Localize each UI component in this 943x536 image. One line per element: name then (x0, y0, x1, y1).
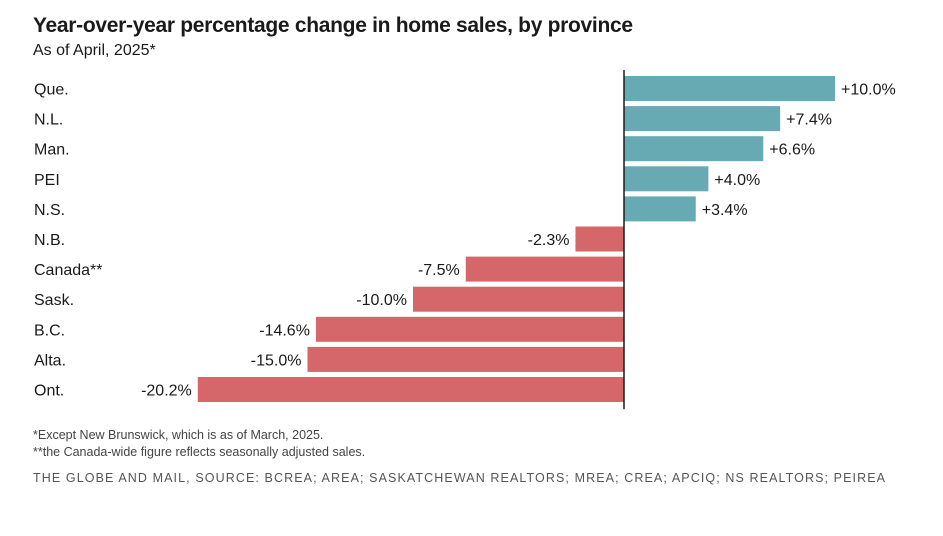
value-label: +3.4% (702, 202, 748, 219)
bar-chart: Que. +10.0% N.L. +7.4% Man. +6.6% PEI +4.0% N.S.… (34, 70, 896, 410)
value-label: +6.6% (769, 142, 815, 159)
value-label: -7.5% (418, 262, 460, 279)
category-label: Que. (34, 82, 69, 99)
value-label: -15.0% (251, 352, 302, 369)
bar-ont (197, 377, 624, 402)
category-label: PEI (34, 172, 60, 189)
category-label: N.B. (34, 232, 65, 249)
footnotes: *Except New Brunswick, which is as of Ma… (33, 427, 365, 461)
value-label: -14.6% (259, 322, 310, 339)
category-label: Alta. (34, 352, 66, 369)
category-label: Man. (34, 142, 70, 159)
value-label: +10.0% (841, 82, 896, 99)
category-label: Canada** (34, 262, 103, 279)
value-label: +7.4% (786, 112, 832, 129)
source-credit: THE GLOBE AND MAIL, SOURCE: BCREA; AREA;… (33, 471, 887, 485)
bar-pei (624, 166, 709, 192)
category-label: N.S. (34, 202, 65, 219)
value-label: +4.0% (714, 172, 760, 189)
bar-canada (465, 256, 624, 282)
chart-subtitle: As of April, 2025* (33, 42, 156, 59)
bar-nl (624, 106, 781, 132)
bar-ns (624, 196, 696, 222)
footnote-1: *Except New Brunswick, which is as of Ma… (33, 428, 324, 442)
chart-title: Year-over-year percentage change in home… (33, 14, 633, 37)
bar-sask (413, 286, 624, 312)
bar-nb (575, 226, 624, 252)
footnote-2: **the Canada-wide figure reflects season… (33, 445, 366, 459)
value-label: -10.0% (356, 292, 407, 309)
category-label: N.L. (34, 112, 63, 129)
category-label: B.C. (34, 322, 65, 339)
value-label: -2.3% (528, 232, 570, 249)
bar-alta (307, 346, 624, 372)
category-label: Sask. (34, 292, 74, 309)
category-label: Ont. (34, 383, 64, 400)
bar-man (624, 136, 764, 162)
bar-que (624, 76, 835, 101)
bar-bc (315, 316, 624, 342)
value-label: -20.2% (141, 383, 192, 400)
